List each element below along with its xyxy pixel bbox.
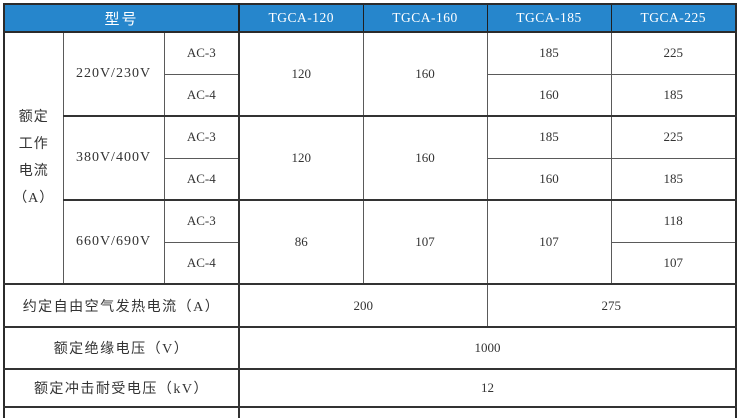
impulse-voltage-value: 12	[238, 368, 737, 408]
cell-220v-ac4-tgca225: 185	[610, 73, 737, 117]
cell-380v-ac4-tgca225: 185	[610, 157, 737, 201]
rated-current-label-line4: （A）	[13, 191, 55, 206]
partial-label-cell	[3, 406, 240, 418]
header-model-tgca-120: TGCA-120	[238, 3, 364, 33]
cell-220v-tgca160: 160	[362, 31, 488, 117]
cell-660v-ac4-tgca225: 107	[610, 241, 737, 285]
cell-220v-tgca120: 120	[238, 31, 364, 117]
row-220v-ac3: 额定 工作 电流 （A） 220V/230V AC-3 120 160 185 …	[3, 31, 737, 285]
category-220v-ac4: AC-4	[163, 73, 240, 117]
thermal-current-label: 约定自由空气发热电流（A）	[3, 283, 240, 328]
category-660v-ac4: AC-4	[163, 241, 240, 285]
cell-380v-ac4-tgca185: 160	[486, 157, 612, 201]
table-header-row: 型号 TGCA-120 TGCA-160 TGCA-185 TGCA-225	[3, 3, 737, 33]
row-660v-ac3: 660V/690V AC-3 86 107 107 118	[4, 199, 737, 285]
spec-table: 型号 TGCA-120 TGCA-160 TGCA-185 TGCA-225 额…	[3, 3, 738, 418]
cell-660v-ac3-tgca225: 118	[610, 199, 737, 243]
row-220v-ac4: AC-4 160 185	[4, 73, 737, 117]
rated-current-label: 额定 工作 电流 （A）	[3, 31, 64, 285]
row-380v-ac3: 380V/400V AC-3 120 160 185 225	[4, 115, 737, 201]
rated-current-label-line1: 额定	[18, 110, 49, 125]
cell-220v-ac4-tgca185: 160	[486, 73, 612, 117]
row-660v-ac4: AC-4 107	[4, 241, 737, 285]
voltage-380v-400v: 380V/400V	[62, 115, 165, 201]
cell-220v-ac3-tgca225: 225	[610, 31, 737, 75]
header-model-tgca-160: TGCA-160	[362, 3, 488, 33]
header-model-label: 型号	[3, 3, 240, 33]
cell-380v-tgca160: 160	[362, 115, 488, 201]
row-insulation-voltage: 额定绝缘电压（V） 1000	[3, 326, 737, 370]
cell-380v-tgca120: 120	[238, 115, 364, 201]
category-220v-ac3: AC-3	[163, 31, 240, 75]
row-partial-clipped	[3, 406, 737, 418]
category-380v-ac3: AC-3	[163, 115, 240, 159]
insulation-voltage-value: 1000	[238, 326, 737, 370]
partial-value-cell	[238, 406, 737, 418]
header-model-tgca-185: TGCA-185	[486, 3, 612, 33]
thermal-current-value-120-160: 200	[238, 283, 488, 328]
cell-380v-ac3-tgca185: 185	[486, 115, 612, 159]
row-impulse-voltage: 额定冲击耐受电压（kV） 12	[3, 368, 737, 408]
rated-current-label-line2: 工作	[18, 137, 49, 152]
category-660v-ac3: AC-3	[163, 199, 240, 243]
cell-660v-tgca185: 107	[486, 199, 612, 285]
thermal-current-value-185-225: 275	[486, 283, 737, 328]
insulation-voltage-label: 额定绝缘电压（V）	[3, 326, 240, 370]
rated-current-label-line3: 电流	[18, 164, 49, 179]
category-380v-ac4: AC-4	[163, 157, 240, 201]
cell-220v-ac3-tgca185: 185	[486, 31, 612, 75]
row-380v-ac4: AC-4 160 185	[4, 157, 737, 201]
voltage-660v-690v: 660V/690V	[62, 199, 165, 285]
voltage-220v-230v: 220V/230V	[62, 31, 165, 117]
cell-660v-tgca120: 86	[238, 199, 364, 285]
header-model-tgca-225: TGCA-225	[610, 3, 737, 33]
impulse-voltage-label: 额定冲击耐受电压（kV）	[3, 368, 240, 408]
row-thermal-current: 约定自由空气发热电流（A） 200 275	[3, 283, 737, 328]
cell-380v-ac3-tgca225: 225	[610, 115, 737, 159]
cell-660v-tgca160: 107	[362, 199, 488, 285]
